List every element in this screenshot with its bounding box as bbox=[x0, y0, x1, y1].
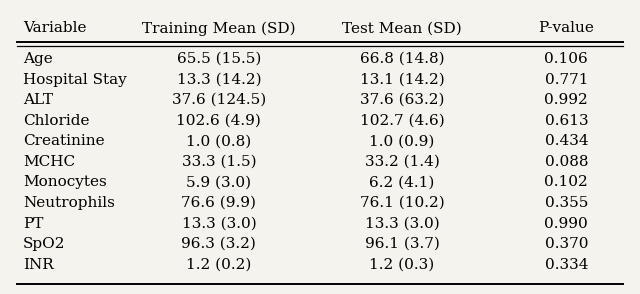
Text: PT: PT bbox=[23, 217, 44, 230]
Text: Hospital Stay: Hospital Stay bbox=[23, 73, 127, 86]
Text: 0.370: 0.370 bbox=[545, 237, 588, 251]
Text: Training Mean (SD): Training Mean (SD) bbox=[142, 21, 296, 36]
Text: 0.102: 0.102 bbox=[545, 176, 588, 189]
Text: 33.2 (1.4): 33.2 (1.4) bbox=[365, 155, 440, 169]
Text: 96.1 (3.7): 96.1 (3.7) bbox=[365, 237, 440, 251]
Text: 0.771: 0.771 bbox=[545, 73, 588, 86]
Text: 102.6 (4.9): 102.6 (4.9) bbox=[177, 114, 261, 128]
Text: 13.1 (14.2): 13.1 (14.2) bbox=[360, 73, 445, 86]
Text: 13.3 (3.0): 13.3 (3.0) bbox=[182, 217, 256, 230]
Text: 0.355: 0.355 bbox=[545, 196, 588, 210]
Text: 96.3 (3.2): 96.3 (3.2) bbox=[182, 237, 257, 251]
Text: Neutrophils: Neutrophils bbox=[23, 196, 115, 210]
Text: 0.990: 0.990 bbox=[545, 217, 588, 230]
Text: 1.2 (0.3): 1.2 (0.3) bbox=[369, 258, 435, 272]
Text: Chloride: Chloride bbox=[23, 114, 90, 128]
Text: Variable: Variable bbox=[23, 21, 86, 36]
Text: 33.3 (1.5): 33.3 (1.5) bbox=[182, 155, 256, 169]
Text: P-value: P-value bbox=[538, 21, 595, 36]
Text: 0.434: 0.434 bbox=[545, 134, 588, 148]
Text: 66.8 (14.8): 66.8 (14.8) bbox=[360, 52, 444, 66]
Text: Test Mean (SD): Test Mean (SD) bbox=[342, 21, 462, 36]
Text: 13.3 (14.2): 13.3 (14.2) bbox=[177, 73, 261, 86]
Text: 1.0 (0.8): 1.0 (0.8) bbox=[186, 134, 252, 148]
Text: 37.6 (63.2): 37.6 (63.2) bbox=[360, 93, 444, 107]
Text: 76.6 (9.9): 76.6 (9.9) bbox=[181, 196, 257, 210]
Text: 0.088: 0.088 bbox=[545, 155, 588, 169]
Text: 1.0 (0.9): 1.0 (0.9) bbox=[369, 134, 435, 148]
Text: 0.992: 0.992 bbox=[545, 93, 588, 107]
Text: 102.7 (4.6): 102.7 (4.6) bbox=[360, 114, 445, 128]
Text: 76.1 (10.2): 76.1 (10.2) bbox=[360, 196, 445, 210]
Text: Creatinine: Creatinine bbox=[23, 134, 105, 148]
Text: INR: INR bbox=[23, 258, 54, 272]
Text: MCHC: MCHC bbox=[23, 155, 76, 169]
Text: 5.9 (3.0): 5.9 (3.0) bbox=[186, 176, 252, 189]
Text: SpO2: SpO2 bbox=[23, 237, 66, 251]
Text: 1.2 (0.2): 1.2 (0.2) bbox=[186, 258, 252, 272]
Text: 0.106: 0.106 bbox=[545, 52, 588, 66]
Text: 37.6 (124.5): 37.6 (124.5) bbox=[172, 93, 266, 107]
Text: 65.5 (15.5): 65.5 (15.5) bbox=[177, 52, 261, 66]
Text: Age: Age bbox=[23, 52, 53, 66]
Text: 0.334: 0.334 bbox=[545, 258, 588, 272]
Text: Monocytes: Monocytes bbox=[23, 176, 107, 189]
Text: 13.3 (3.0): 13.3 (3.0) bbox=[365, 217, 440, 230]
Text: ALT: ALT bbox=[23, 93, 53, 107]
Text: 6.2 (4.1): 6.2 (4.1) bbox=[369, 176, 435, 189]
Text: 0.613: 0.613 bbox=[545, 114, 588, 128]
